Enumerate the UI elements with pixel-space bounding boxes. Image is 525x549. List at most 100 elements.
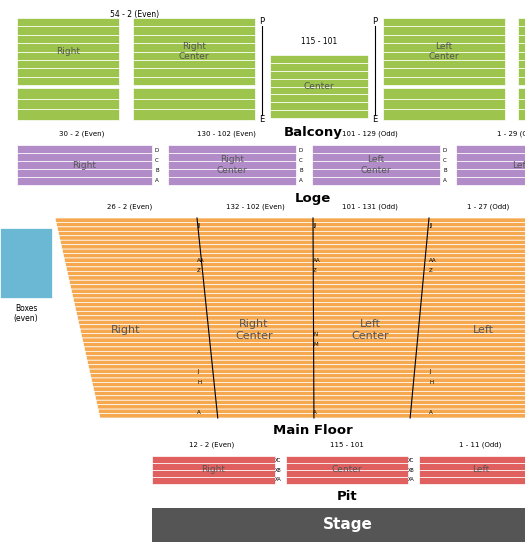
Text: Balcony: Balcony xyxy=(284,126,342,139)
Text: H: H xyxy=(429,379,433,384)
Text: P: P xyxy=(372,18,377,26)
Polygon shape xyxy=(98,409,525,413)
Polygon shape xyxy=(55,218,525,222)
Text: A: A xyxy=(197,410,201,414)
Text: J: J xyxy=(429,369,430,374)
Text: XA: XA xyxy=(407,477,414,482)
Text: D: D xyxy=(155,148,159,153)
Polygon shape xyxy=(70,285,525,289)
Polygon shape xyxy=(60,240,525,245)
Polygon shape xyxy=(89,369,525,373)
Bar xyxy=(518,88,525,120)
Polygon shape xyxy=(87,360,525,365)
Text: J: J xyxy=(197,369,198,374)
Polygon shape xyxy=(71,289,525,294)
Polygon shape xyxy=(64,258,525,262)
Text: Boxes
(even): Boxes (even) xyxy=(14,304,38,323)
Text: B: B xyxy=(299,167,303,172)
Text: B: B xyxy=(443,167,447,172)
Text: XB: XB xyxy=(407,468,414,473)
Bar xyxy=(17,145,152,185)
Text: Center: Center xyxy=(303,82,334,91)
Text: Left: Left xyxy=(472,466,489,474)
Polygon shape xyxy=(73,298,525,302)
Bar xyxy=(17,88,119,120)
Text: Right: Right xyxy=(56,47,80,56)
Polygon shape xyxy=(57,227,525,231)
Bar xyxy=(456,145,525,185)
Bar xyxy=(133,88,255,120)
Text: Main Floor: Main Floor xyxy=(273,424,353,437)
Bar xyxy=(383,88,505,120)
Text: Right: Right xyxy=(111,325,141,335)
Bar xyxy=(286,456,408,484)
Text: A: A xyxy=(429,410,433,414)
Polygon shape xyxy=(79,324,525,329)
Polygon shape xyxy=(78,320,525,324)
Bar xyxy=(133,18,255,85)
Text: Right
Center: Right Center xyxy=(178,42,209,61)
Text: JJ: JJ xyxy=(197,222,200,227)
Text: Z: Z xyxy=(197,267,201,272)
Polygon shape xyxy=(59,236,525,240)
Polygon shape xyxy=(56,222,525,227)
Text: B: B xyxy=(155,167,159,172)
Text: Left: Left xyxy=(472,325,493,335)
Polygon shape xyxy=(90,373,525,378)
Bar xyxy=(419,456,525,484)
Bar xyxy=(518,18,525,85)
Polygon shape xyxy=(74,302,525,307)
Text: A: A xyxy=(155,177,159,182)
Text: C: C xyxy=(299,158,303,163)
Polygon shape xyxy=(68,276,525,280)
Polygon shape xyxy=(88,365,525,369)
Text: Left
Center: Left Center xyxy=(361,155,391,175)
Text: A: A xyxy=(443,177,447,182)
Text: XC: XC xyxy=(408,458,414,463)
Text: 115 - 101: 115 - 101 xyxy=(330,442,364,448)
Polygon shape xyxy=(69,280,525,285)
Polygon shape xyxy=(80,329,525,334)
Text: N: N xyxy=(313,333,317,338)
Polygon shape xyxy=(83,343,525,347)
Text: 1 - 11 (Odd): 1 - 11 (Odd) xyxy=(459,441,501,448)
Text: P: P xyxy=(259,18,265,26)
Bar xyxy=(270,55,368,118)
Polygon shape xyxy=(72,294,525,298)
Bar xyxy=(152,508,525,542)
Polygon shape xyxy=(63,254,525,258)
Text: 1 - 27 (Odd): 1 - 27 (Odd) xyxy=(467,204,509,210)
Polygon shape xyxy=(91,378,525,383)
Polygon shape xyxy=(65,262,525,267)
Polygon shape xyxy=(82,338,525,343)
Text: 54 - 2 (Even): 54 - 2 (Even) xyxy=(110,10,160,19)
Polygon shape xyxy=(93,387,525,391)
Text: Loge: Loge xyxy=(295,192,331,205)
Text: JJ: JJ xyxy=(313,222,316,227)
Text: H: H xyxy=(197,379,201,384)
Bar xyxy=(0,228,52,298)
Polygon shape xyxy=(58,231,525,236)
Text: Z: Z xyxy=(313,267,317,272)
Text: AA: AA xyxy=(429,257,437,262)
Polygon shape xyxy=(84,347,525,351)
Text: 30 - 2 (Even): 30 - 2 (Even) xyxy=(59,131,104,137)
Text: Right
Center: Right Center xyxy=(217,155,247,175)
Polygon shape xyxy=(95,396,525,400)
Text: 12 - 2 (Even): 12 - 2 (Even) xyxy=(190,441,235,448)
Text: E: E xyxy=(372,115,377,124)
Text: AA: AA xyxy=(313,257,321,262)
Text: M: M xyxy=(313,343,318,348)
Bar xyxy=(152,456,275,484)
Bar xyxy=(312,145,440,185)
Text: A: A xyxy=(299,177,303,182)
Text: Left: Left xyxy=(512,160,525,170)
Text: XB: XB xyxy=(275,468,281,473)
Text: 115 - 101: 115 - 101 xyxy=(301,37,337,46)
Text: Right: Right xyxy=(72,160,97,170)
Text: 101 - 129 (Odd): 101 - 129 (Odd) xyxy=(342,131,398,137)
Text: D: D xyxy=(443,148,447,153)
Text: 130 - 102 (Even): 130 - 102 (Even) xyxy=(196,131,256,137)
Polygon shape xyxy=(61,245,525,249)
Bar xyxy=(17,18,119,85)
